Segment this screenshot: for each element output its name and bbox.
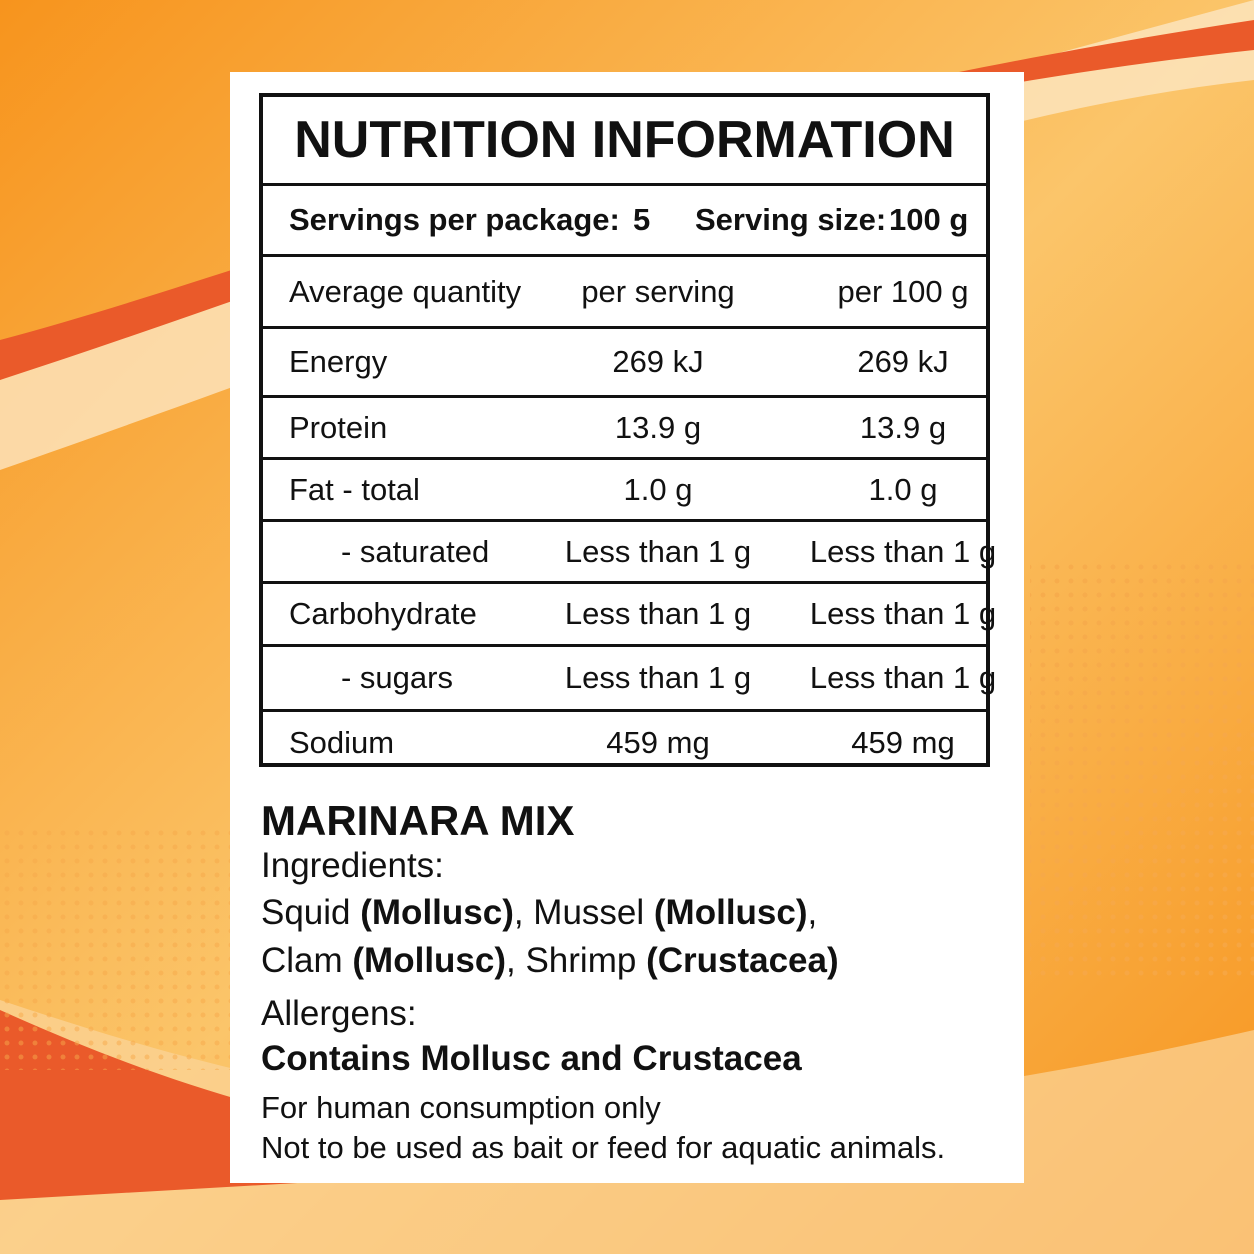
table-row: - saturated Less than 1 g Less than 1 g	[263, 522, 996, 584]
table-row: Average quantity per serving per 100 g	[263, 257, 986, 329]
nutrient-name: Sodium	[289, 724, 395, 760]
table-row: Carbohydrate Less than 1 g Less than 1 g	[263, 584, 996, 647]
nutrition-table: NUTRITION INFORMATION Servings per packag…	[259, 93, 996, 767]
label-card: NUTRITION INFORMATION Servings per packag…	[230, 72, 1024, 1183]
nutrient-value: Less than 1 g	[564, 596, 752, 631]
nutrient-value: Less than 1 g	[564, 533, 752, 569]
ingredient-text: Clam	[261, 941, 353, 980]
ingredients-line: Clam (Mollusc), Shrimp (Crustacea)	[261, 941, 839, 981]
nutrient-name: Carbohydrate	[289, 596, 477, 631]
nutrient-value: 13.9 g	[859, 409, 947, 445]
ingredient-text: (Mollusc)	[360, 893, 514, 932]
note: Not to be used as bait or feed for aquat…	[261, 1130, 946, 1165]
ingredient-text: (Mollusc)	[653, 893, 808, 932]
product-name: MARINARA MIX	[261, 797, 575, 844]
ingredient-text: , Mussel	[513, 893, 654, 932]
nutrient-name: Protein	[289, 409, 388, 445]
serving-size-label: Serving size:	[695, 202, 887, 237]
table-row: Fat - total 1.0 g 1.0 g	[263, 460, 986, 522]
serving-size-value: 100 g	[889, 202, 969, 237]
nutrient-value: 459 mg	[851, 724, 955, 760]
table-row: Energy 269 kJ 269 kJ	[263, 329, 986, 398]
nutrient-value: 1.0 g	[868, 471, 938, 507]
nutrient-value: Less than 1 g	[809, 596, 997, 631]
table-row: Servings per package: 5 Serving size: 100 g	[263, 186, 986, 257]
nutrient-value: Less than 1 g	[564, 660, 752, 695]
ingredient-text: (Mollusc)	[352, 941, 507, 980]
ingredient-text: (Crustacea)	[646, 941, 839, 980]
nutrient-value: 459 mg	[606, 724, 710, 760]
ingredient-text: ,	[807, 893, 818, 932]
nutrient-value: Less than 1 g	[809, 660, 997, 695]
nutrient-value: 13.9 g	[614, 409, 702, 445]
nutrient-name: - sugars	[341, 660, 453, 695]
allergens-label: Allergens:	[261, 994, 417, 1033]
ingredient-text: , Shrimp	[506, 941, 647, 980]
table-row: Sodium 459 mg 459 mg	[263, 712, 986, 773]
column-header: per serving	[581, 273, 735, 309]
allergens: Contains Mollusc and Crustacea	[261, 1039, 802, 1078]
nutrient-value: 1.0 g	[623, 471, 693, 507]
nutrient-name: Fat - total	[289, 471, 420, 507]
table-row: Protein 13.9 g 13.9 g	[263, 398, 986, 460]
nutrient-value: 269 kJ	[857, 344, 949, 379]
column-header: per 100 g	[837, 273, 969, 309]
table-row: NUTRITION INFORMATION	[263, 97, 986, 186]
ingredient-text: Squid	[261, 893, 361, 932]
column-header: Average quantity	[289, 273, 522, 309]
table-row: - sugars Less than 1 g Less than 1 g	[263, 647, 996, 712]
ingredients-line: Squid (Mollusc), Mussel (Mollusc),	[261, 893, 817, 933]
nutrient-value: Less than 1 g	[809, 533, 997, 569]
nutrient-name: Energy	[289, 344, 388, 379]
servings-label: Servings per package:	[289, 202, 620, 237]
nutrient-name: - saturated	[341, 533, 490, 569]
ingredients-label: Ingredients:	[261, 846, 444, 885]
servings-value: 5	[633, 202, 651, 237]
title: NUTRITION INFORMATION	[294, 111, 955, 169]
note: For human consumption only	[261, 1090, 661, 1125]
nutrient-value: 269 kJ	[612, 344, 704, 379]
